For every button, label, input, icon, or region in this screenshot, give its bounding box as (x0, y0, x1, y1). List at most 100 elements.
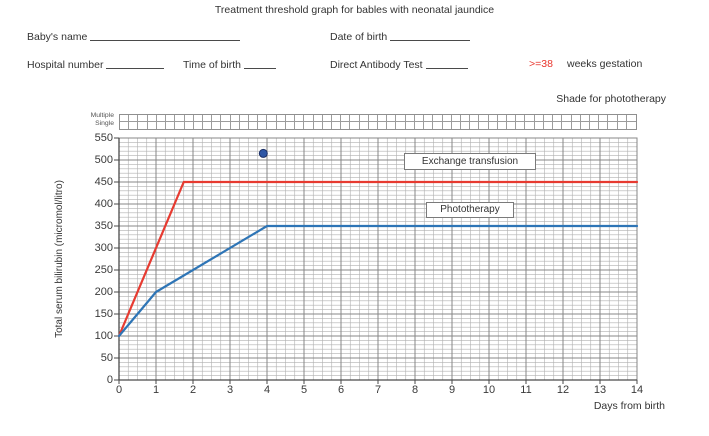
time-of-birth-blank (243, 58, 276, 69)
shade-strip-cell (221, 122, 231, 129)
shade-strip-cell (378, 115, 388, 122)
shade-strip-cell (249, 122, 259, 129)
threshold-line-exchange-transfusion (117, 180, 639, 338)
shade-strip-cell (618, 122, 627, 129)
date-of-birth-label: Date of birth (330, 31, 388, 43)
shade-strip-cell (267, 122, 277, 129)
x-axis-label: Days from birth (593, 400, 665, 412)
x-tick-label: 6 (337, 384, 345, 396)
hospital-number-field: Hospital number (27, 58, 165, 71)
shade-strip-cell (507, 122, 517, 129)
shade-strip-cell (341, 115, 351, 122)
y-tick-label: 300 (94, 242, 113, 254)
shade-strip-cell (286, 122, 296, 129)
x-tick-label: 12 (556, 384, 570, 396)
shade-strip-cell (147, 115, 157, 122)
page-title: Treatment threshold graph for bables wit… (214, 4, 495, 16)
legend-phototherapy: Phototherapy (426, 202, 514, 218)
threshold-line-phototherapy (117, 224, 639, 338)
x-tick-label: 1 (152, 384, 160, 396)
y-tick-label: 500 (94, 154, 113, 166)
shade-strip-cell (194, 122, 203, 129)
plotted-measurement (258, 148, 268, 158)
shade-strip-cell (295, 115, 305, 122)
shade-strip-cell (553, 122, 563, 129)
shade-strip-cell (221, 115, 231, 122)
x-tick-label: 11 (520, 384, 532, 396)
shade-strip-cell (138, 122, 148, 129)
shade-strip-cell (516, 122, 526, 129)
shade-strip-cell (323, 122, 332, 129)
shade-strip-cell (534, 115, 544, 122)
shade-strip-cell (608, 122, 618, 129)
y-axis-label: Total serum bilirubin (micromol/litro) (54, 180, 65, 338)
shade-strip-cell (258, 115, 268, 122)
shade-strip-cell (175, 122, 185, 129)
shade-strip-cell (314, 122, 323, 129)
shade-strip-cell (460, 115, 471, 122)
shade-strip-cell (424, 122, 434, 129)
shade-strip-cell (443, 122, 452, 129)
shade-strip-cell (452, 122, 461, 129)
x-tick-label: 4 (263, 384, 271, 396)
shade-strip-cell (525, 122, 535, 129)
shade-strip-cell (368, 115, 378, 122)
gestation-label: weeks gestation (567, 58, 643, 70)
shade-strip-cell (572, 122, 581, 129)
shade-strip-cell (424, 115, 434, 122)
y-tick-label: 350 (94, 220, 113, 232)
shade-strip-cell (369, 122, 378, 129)
x-tick-label: 10 (482, 384, 496, 396)
shade-strip-cell (525, 115, 535, 122)
shade-strip-cell (212, 122, 222, 129)
shade-strip-cell (193, 115, 203, 122)
shade-strip-cell (617, 115, 627, 122)
shade-strip-cell (240, 122, 249, 129)
shade-strip-cell (138, 115, 148, 122)
shade-strip-cell (230, 115, 240, 122)
shade-strip-cell (562, 122, 572, 129)
y-tick-label: 150 (94, 308, 113, 320)
shade-strip-cell (276, 115, 286, 122)
plot-area (114, 137, 639, 384)
shade-strip-cell (148, 122, 157, 129)
shade-strip-cell (304, 115, 314, 122)
shade-strip-cell (433, 115, 443, 122)
shade-strip-cell (479, 122, 489, 129)
shade-strip-cell (387, 122, 397, 129)
shade-strip-cell (589, 115, 600, 122)
babys-name-field: Baby's name (27, 30, 241, 43)
shade-strip-cell (277, 122, 286, 129)
x-tick-label: 8 (411, 384, 419, 396)
direct-antibody-field: Direct Antibody Test (330, 58, 468, 71)
shade-strip-cell (285, 115, 296, 122)
y-tick-label: 0 (106, 374, 113, 386)
shade-strip-cell (331, 115, 342, 122)
shade-strip-cell (489, 122, 498, 129)
shade-strip-cell (212, 115, 222, 122)
shade-strip-cell (231, 122, 240, 129)
hospital-number-label: Hospital number (27, 59, 104, 71)
shade-strip-cell (202, 115, 213, 122)
shade-strip-cell (239, 115, 249, 122)
shade-strip-cell (359, 115, 369, 122)
shade-strip-cell (157, 122, 167, 129)
shade-strip-cell (608, 115, 618, 122)
shade-strip-cell (295, 122, 305, 129)
time-of-birth-field: Time of birth (183, 58, 276, 71)
shade-strip-cell (562, 115, 572, 122)
shade-strip-cell (184, 115, 194, 122)
hospital-number-blank (106, 58, 165, 69)
shade-strip-cell (451, 115, 461, 122)
shade-strip-cell (581, 122, 590, 129)
shade-strip-cell (267, 115, 277, 122)
shade-strip-cell (341, 122, 351, 129)
shade-strip-cell (129, 115, 139, 122)
x-tick-label: 7 (374, 384, 382, 396)
shade-strip-cell (599, 122, 609, 129)
y-tick-label: 50 (100, 352, 113, 364)
x-tick-label: 13 (593, 384, 607, 396)
y-tick-label: 400 (94, 198, 113, 210)
shade-strip-cell (396, 115, 406, 122)
